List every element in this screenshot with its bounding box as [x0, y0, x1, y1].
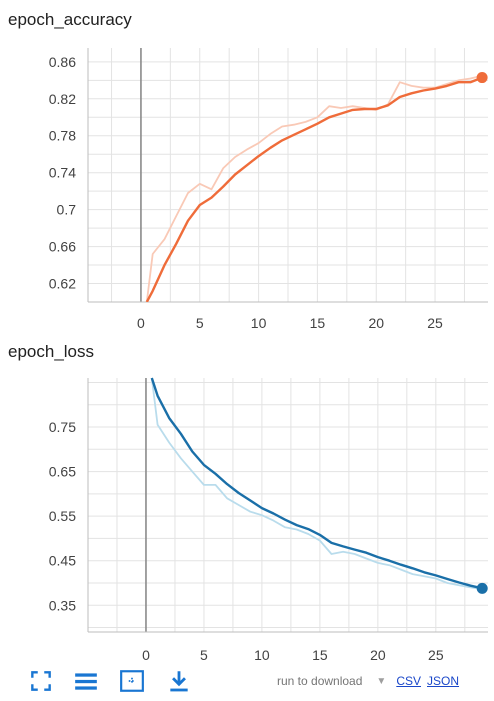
x-tick-label: 25	[427, 315, 443, 331]
y-tick-label: 0.74	[49, 165, 76, 181]
fullscreen-icon[interactable]	[28, 668, 54, 694]
x-tick-label: 25	[428, 647, 444, 660]
caret-down-icon[interactable]: ▼	[376, 675, 387, 687]
chart-title: epoch_accuracy	[8, 10, 132, 29]
x-tick-label: 5	[200, 647, 208, 660]
y-tick-label: 0.65	[49, 464, 76, 480]
x-tick-label: 15	[310, 315, 326, 331]
loss-chart-panel: epoch_loss 0 5 10 15 20 25 0.35 0.45 0.55 0.65 0.7…	[0, 338, 494, 660]
download-selector[interactable]: run to download ▼ CSV JSON	[277, 674, 465, 688]
y-tick-label: 0.86	[49, 54, 76, 70]
x-tick-label: 10	[254, 647, 270, 660]
csv-link[interactable]: CSV	[396, 674, 421, 688]
raw-series-line	[150, 377, 483, 591]
accuracy-chart-panel: epoch_accuracy 0 5 10 15 20 25 0.62 0.66 0.7 0.74…	[0, 0, 494, 340]
y-tick-label: 0.35	[49, 597, 76, 613]
y-tick-label: 0.45	[49, 553, 76, 569]
x-tick-label: 0	[142, 647, 150, 660]
accuracy-plot[interactable]: 0 5 10 15 20 25 0.62 0.66 0.7 0.74 0.78 0.82 0.86	[0, 0, 494, 340]
last-point-marker[interactable]	[476, 582, 488, 594]
y-tick-label: 0.62	[49, 276, 76, 292]
grid-lines	[88, 48, 488, 303]
y-tick-label: 0.75	[49, 419, 76, 435]
smoothed-series-line	[145, 76, 483, 302]
x-tick-label: 20	[368, 315, 384, 331]
x-tick-label: 20	[370, 647, 386, 660]
download-icon[interactable]	[166, 668, 192, 694]
json-link[interactable]: JSON	[427, 674, 460, 688]
y-tick-label: 0.55	[49, 508, 76, 524]
chart-title: epoch_loss	[8, 342, 95, 361]
x-tick-label: 15	[312, 647, 328, 660]
x-tick-label: 5	[196, 315, 204, 331]
loss-plot[interactable]: 0 5 10 15 20 25 0.35 0.45 0.55 0.65 0.75	[0, 338, 494, 660]
grid-lines	[87, 378, 488, 632]
download-run-label: run to download	[277, 674, 363, 688]
last-point-marker[interactable]	[476, 72, 488, 84]
chart-toolbar: run to download ▼ CSV JSON	[0, 660, 494, 701]
smoothed-series-line	[150, 377, 483, 590]
y-tick-label: 0.66	[49, 239, 76, 255]
x-tick-label: 0	[137, 315, 145, 331]
fit-domain-icon[interactable]	[119, 668, 145, 694]
raw-series-line	[145, 74, 483, 302]
y-tick-label: 0.7	[57, 202, 77, 218]
y-tick-label: 0.78	[49, 128, 76, 144]
y-tick-label: 0.82	[49, 91, 76, 107]
list-icon[interactable]	[73, 668, 99, 694]
x-tick-label: 10	[251, 315, 267, 331]
